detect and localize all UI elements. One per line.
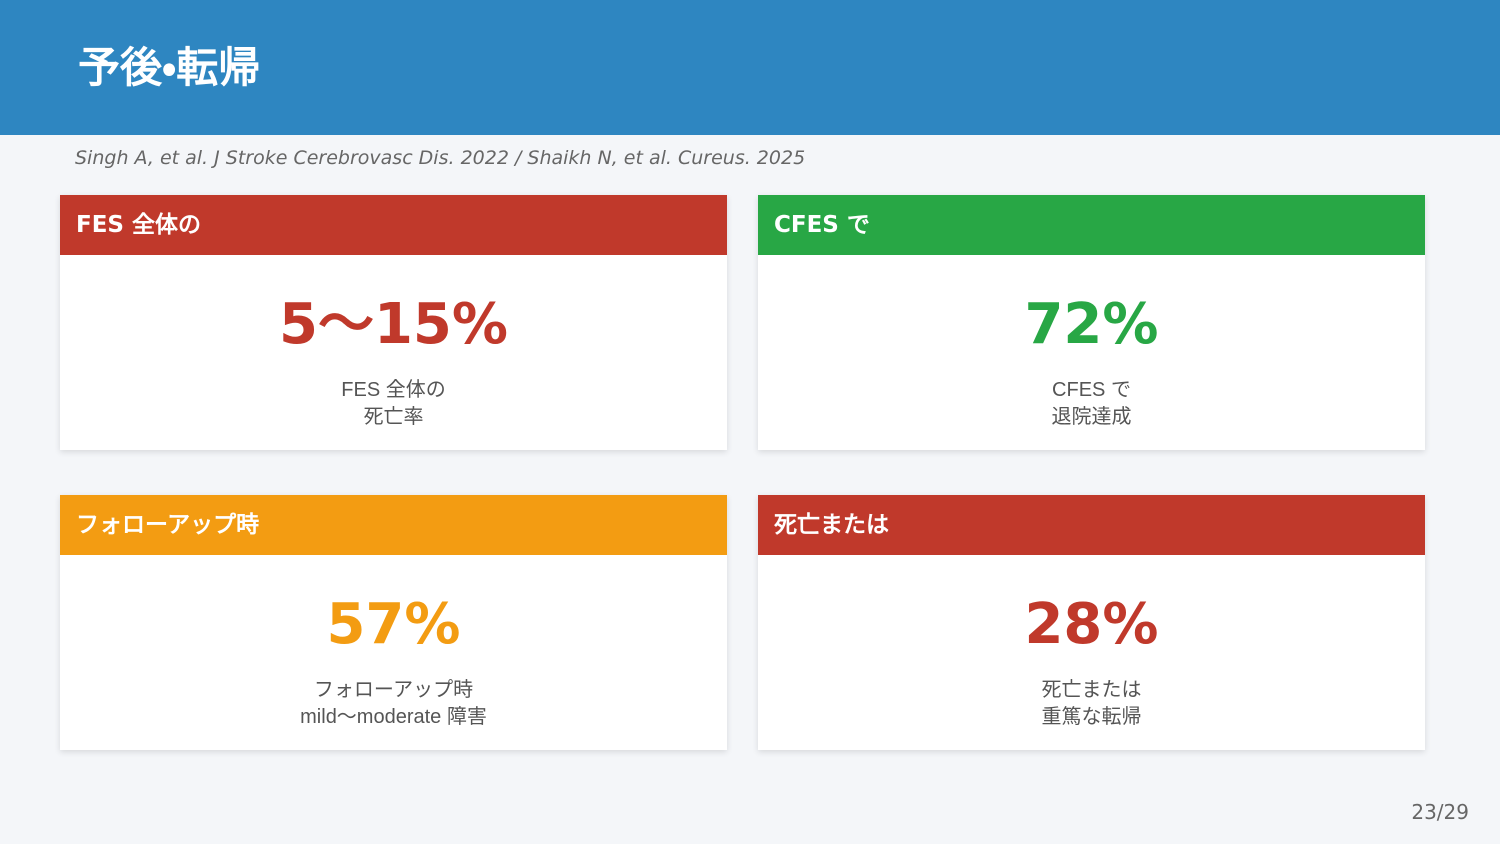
card-header: フォローアップ時 bbox=[60, 495, 727, 555]
stat-card: 死亡または 28% 死亡または 重篤な転帰 bbox=[758, 495, 1425, 750]
caption-line: フォローアップ時 bbox=[313, 679, 474, 701]
stat-card: FES 全体の 5〜15% FES 全体の 死亡率 bbox=[60, 195, 727, 450]
caption-line: 死亡または bbox=[1041, 679, 1142, 701]
caption-line: 死亡率 bbox=[363, 406, 424, 428]
card-stat: 72% bbox=[1024, 292, 1159, 357]
page-number: 23/29 bbox=[1411, 800, 1469, 824]
card-caption: CFES で 退院達成 bbox=[758, 377, 1425, 431]
card-header: CFES で bbox=[758, 195, 1425, 255]
card-caption: フォローアップ時 mild〜moderate 障害 bbox=[60, 677, 727, 731]
caption-line: FES 全体の bbox=[341, 379, 446, 401]
title: 予後・転帰 bbox=[78, 43, 261, 92]
citation: Singh A, et al. J Stroke Cerebrovasc Dis… bbox=[75, 147, 806, 169]
card-header: FES 全体の bbox=[60, 195, 727, 255]
header-bar: 予後・転帰 bbox=[0, 0, 1500, 135]
card-stat: 28% bbox=[1024, 592, 1159, 657]
card-header: 死亡または bbox=[758, 495, 1425, 555]
caption-line: mild〜moderate 障害 bbox=[300, 706, 487, 728]
stat-card: フォローアップ時 57% フォローアップ時 mild〜moderate 障害 bbox=[60, 495, 727, 750]
card-stat: 57% bbox=[326, 592, 461, 657]
caption-line: CFES で bbox=[1052, 379, 1131, 401]
caption-line: 退院達成 bbox=[1051, 406, 1132, 428]
caption-line: 重篤な転帰 bbox=[1041, 706, 1142, 728]
card-stat: 5〜15% bbox=[278, 292, 508, 357]
card-caption: 死亡または 重篤な転帰 bbox=[758, 677, 1425, 731]
stat-card: CFES で 72% CFES で 退院達成 bbox=[758, 195, 1425, 450]
card-caption: FES 全体の 死亡率 bbox=[60, 377, 727, 431]
